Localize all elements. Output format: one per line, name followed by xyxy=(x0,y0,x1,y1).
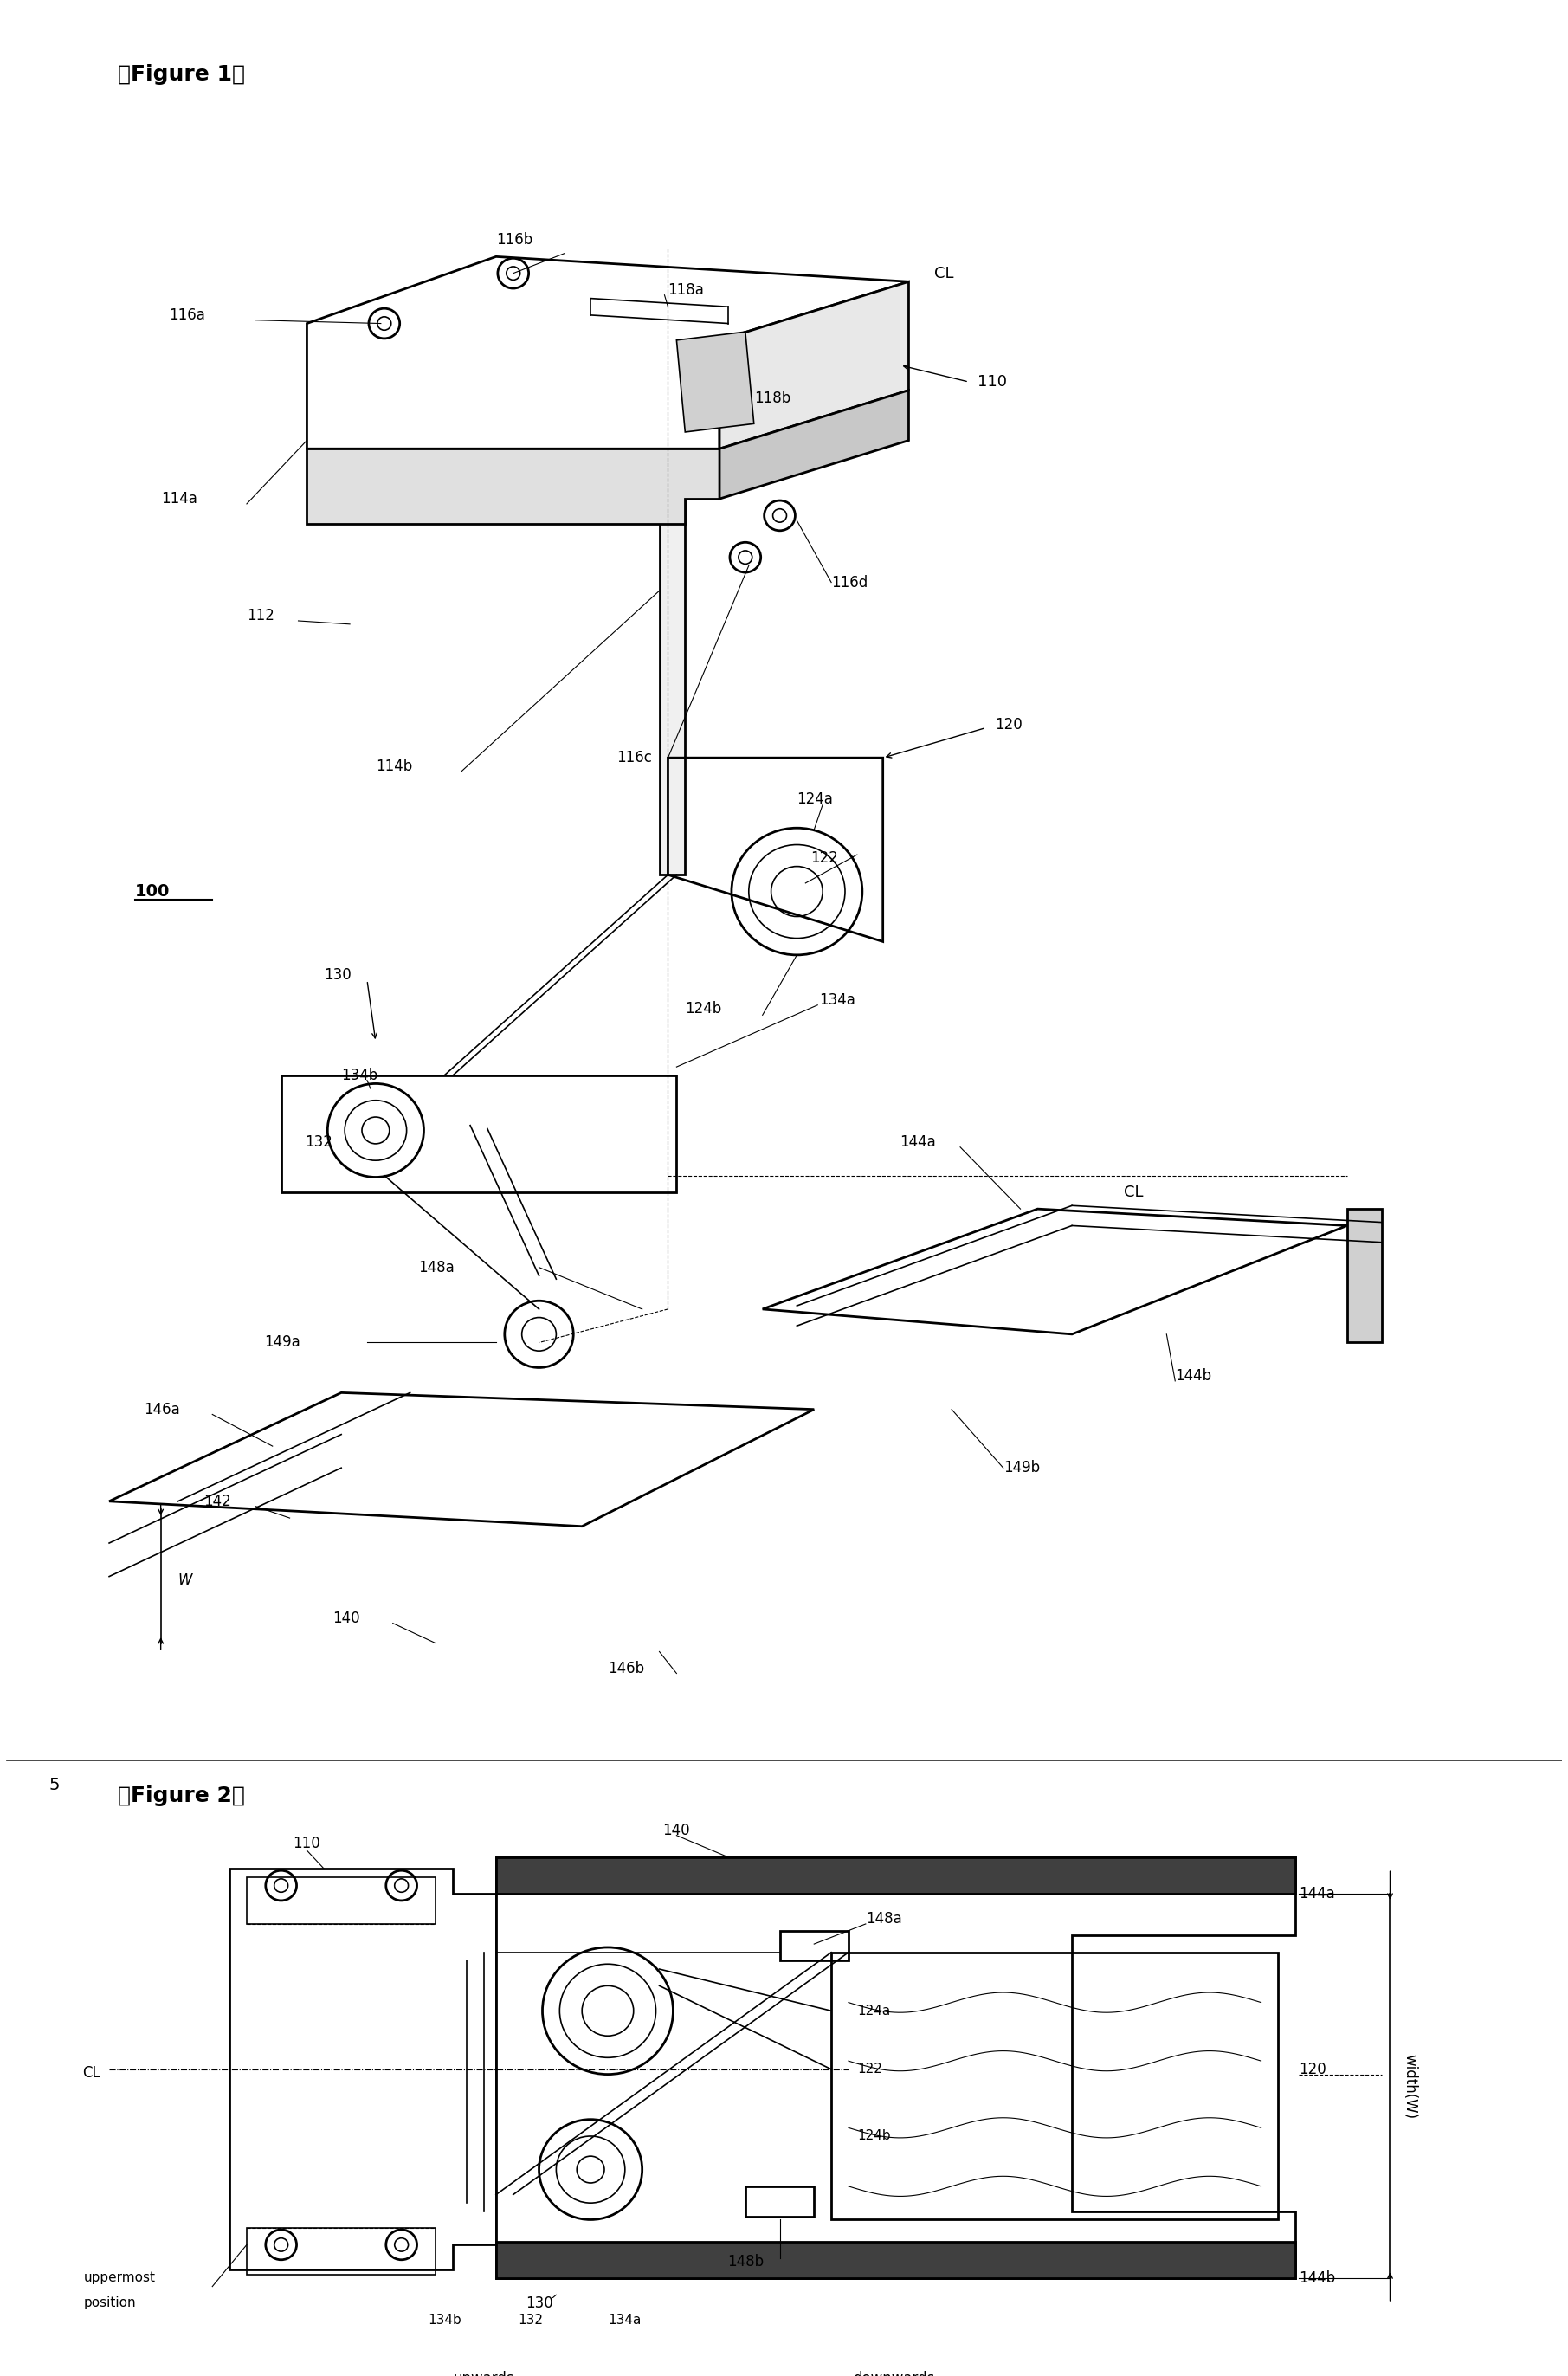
Text: 110: 110 xyxy=(977,373,1007,390)
Text: 116b: 116b xyxy=(495,233,533,247)
Text: 116d: 116d xyxy=(831,575,867,589)
Polygon shape xyxy=(229,1870,495,2269)
Text: 122: 122 xyxy=(811,851,839,865)
Text: 132: 132 xyxy=(517,2314,543,2326)
Text: 116c: 116c xyxy=(616,751,652,765)
Text: 144a: 144a xyxy=(900,1133,936,1150)
Text: 114b: 114b xyxy=(376,758,412,775)
Text: 140: 140 xyxy=(663,1822,690,1839)
Text: 【Figure 2】: 【Figure 2】 xyxy=(118,1784,245,1806)
Polygon shape xyxy=(676,333,754,432)
Text: 118a: 118a xyxy=(668,283,704,297)
Text: CL: CL xyxy=(83,2065,100,2081)
Polygon shape xyxy=(281,1076,676,1193)
Bar xyxy=(246,1877,436,1925)
Bar xyxy=(495,2241,1295,2279)
Text: position: position xyxy=(83,2298,136,2309)
Polygon shape xyxy=(1347,1209,1381,1342)
Text: 149b: 149b xyxy=(1004,1461,1040,1475)
Polygon shape xyxy=(307,449,720,525)
Text: 130: 130 xyxy=(525,2295,554,2312)
Polygon shape xyxy=(307,257,908,449)
Text: 140: 140 xyxy=(332,1611,361,1625)
Text: 124a: 124a xyxy=(797,791,833,808)
Bar xyxy=(246,2229,436,2274)
Text: 146b: 146b xyxy=(608,1661,644,1675)
Text: 142: 142 xyxy=(204,1495,230,1509)
Text: 144a: 144a xyxy=(1298,1887,1334,1901)
Bar xyxy=(495,1858,1295,1894)
Bar xyxy=(745,2186,814,2217)
Text: 120: 120 xyxy=(994,718,1022,732)
Text: 114a: 114a xyxy=(162,492,198,506)
Text: 148b: 148b xyxy=(728,2255,764,2269)
Text: 116a: 116a xyxy=(169,307,205,323)
Text: 120: 120 xyxy=(1298,2062,1327,2077)
Text: 【Figure 1】: 【Figure 1】 xyxy=(118,64,245,86)
Text: 100: 100 xyxy=(135,884,169,901)
Text: 148a: 148a xyxy=(419,1259,455,1276)
Text: uppermost: uppermost xyxy=(83,2271,155,2286)
Text: 144b: 144b xyxy=(1174,1369,1212,1383)
Text: 122: 122 xyxy=(858,2062,883,2077)
Text: width(W): width(W) xyxy=(1402,2053,1417,2119)
Text: 149a: 149a xyxy=(263,1335,299,1350)
Text: 124a: 124a xyxy=(858,2005,891,2017)
Text: 124b: 124b xyxy=(685,1000,721,1017)
Polygon shape xyxy=(762,1209,1347,1335)
Text: 144b: 144b xyxy=(1298,2271,1336,2286)
Text: 146a: 146a xyxy=(144,1402,180,1416)
Text: upwards: upwards xyxy=(453,2371,514,2376)
Text: 110: 110 xyxy=(293,1837,320,1851)
Text: 118b: 118b xyxy=(754,390,790,406)
Text: 130: 130 xyxy=(325,967,351,984)
Polygon shape xyxy=(660,499,685,874)
Text: 134b: 134b xyxy=(342,1067,378,1083)
Polygon shape xyxy=(495,1858,1295,2279)
Polygon shape xyxy=(720,283,908,449)
Text: 134b: 134b xyxy=(428,2314,461,2326)
Text: 112: 112 xyxy=(246,608,274,623)
Text: 134a: 134a xyxy=(608,2314,641,2326)
Text: 5: 5 xyxy=(49,1777,60,1794)
Polygon shape xyxy=(110,1392,814,1525)
Text: 148a: 148a xyxy=(866,1910,902,1927)
Text: 134a: 134a xyxy=(818,993,856,1007)
Text: CL: CL xyxy=(1124,1183,1143,1200)
Bar xyxy=(779,1932,848,1960)
Text: 124b: 124b xyxy=(858,2129,891,2143)
Polygon shape xyxy=(720,390,908,499)
Text: 132: 132 xyxy=(306,1133,332,1150)
Text: W: W xyxy=(177,1573,193,1587)
Text: CL: CL xyxy=(935,266,953,280)
Text: downwards: downwards xyxy=(853,2371,935,2376)
